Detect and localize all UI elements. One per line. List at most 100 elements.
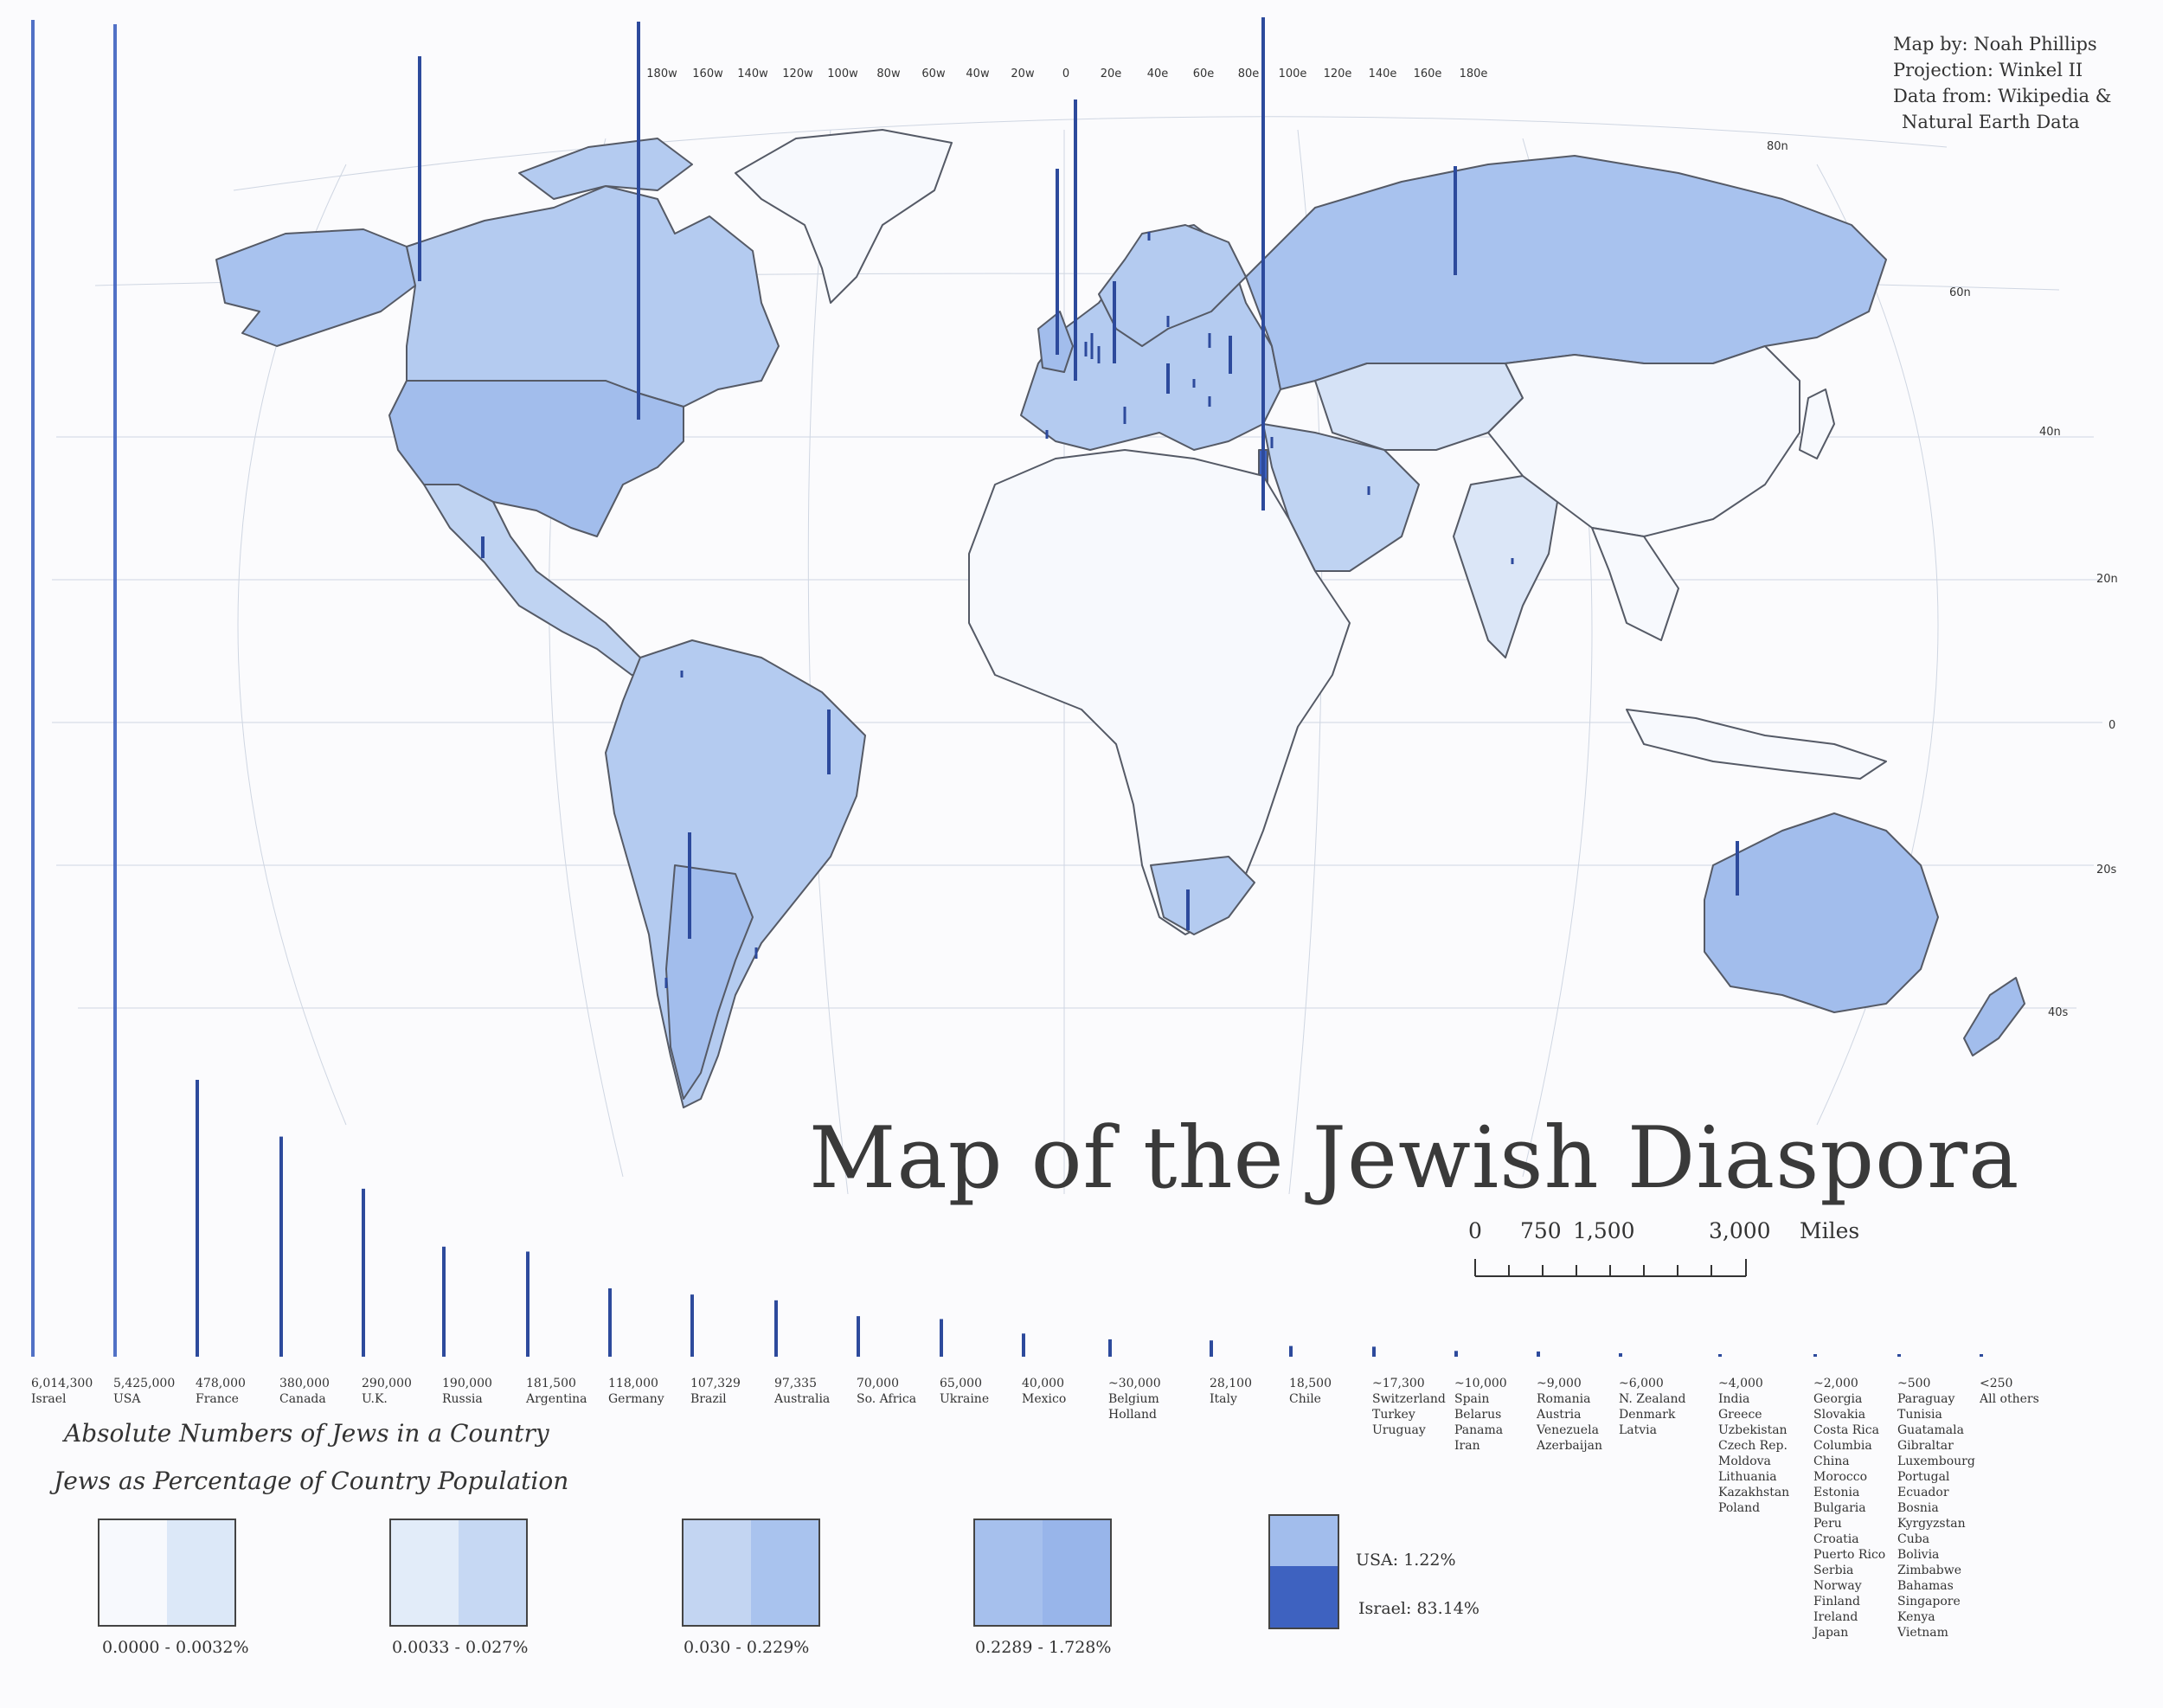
- longitude-label: 120e: [1323, 67, 1352, 80]
- map-spike-3: [1056, 169, 1059, 355]
- bar-country: Panama: [1454, 1423, 1504, 1437]
- arctic-islands-shape: [518, 138, 693, 200]
- bar-label-20: ~4,000 India Greece Uzbekistan Czech Rep. Mol…: [1718, 1376, 1789, 1516]
- credit-projection: Projection: Winkel II: [1893, 60, 2083, 80]
- map-spike-22: [1270, 437, 1274, 448]
- bar-count: ~9,000: [1537, 1377, 1582, 1390]
- scale-bar: [1474, 1259, 1747, 1277]
- bar-country: Greece: [1718, 1408, 1762, 1422]
- bar-count: ~10,000: [1454, 1377, 1507, 1390]
- bar-country: Japan: [1813, 1626, 1849, 1640]
- map-spike-13: [1166, 363, 1170, 394]
- scale-tick-0: 0: [1468, 1218, 1482, 1243]
- map-spike-5: [1454, 166, 1457, 275]
- absolute-numbers-heading: Absolute Numbers of Jews in a Country: [64, 1419, 549, 1448]
- legend-bar-22: [1897, 1354, 1901, 1357]
- legend-bar-11: [940, 1319, 943, 1357]
- bar-country: Norway: [1813, 1579, 1862, 1593]
- map-spike-27: [1511, 558, 1514, 564]
- bar-count: ~30,000: [1108, 1377, 1161, 1390]
- legend-class-2-swatch: [389, 1519, 528, 1627]
- bar-label-14: 28,100 Italy: [1210, 1376, 1252, 1407]
- latitude-label: 60n: [1949, 286, 1971, 299]
- legend-class-3-swatch: [682, 1519, 820, 1627]
- longitude-label: 80w: [876, 67, 901, 80]
- bar-count: 290,000: [362, 1377, 412, 1390]
- legend-class-3-label: 0.030 - 0.229%: [684, 1638, 810, 1657]
- scale-tick-3000: 3,000: [1709, 1218, 1771, 1243]
- bar-label-17: ~10,000 Spain Belarus Panama Iran: [1454, 1376, 1507, 1454]
- legend-bar-21: [1813, 1354, 1817, 1357]
- example-swatch: [1268, 1514, 1339, 1629]
- bar-country: Finland: [1813, 1595, 1861, 1608]
- swatch-3-right: [751, 1520, 818, 1625]
- bar-country: Portugal: [1897, 1470, 1950, 1484]
- map-spike-21: [754, 947, 758, 959]
- bar-country: Vietnam: [1897, 1626, 1948, 1640]
- legend-bar-8: [690, 1294, 694, 1357]
- bar-country: Spain: [1454, 1392, 1490, 1406]
- bar-count: ~6,000: [1619, 1377, 1664, 1390]
- longitude-label: 160e: [1413, 67, 1442, 80]
- bar-country: Latvia: [1619, 1423, 1658, 1437]
- legend-class-1-label: 0.0000 - 0.0032%: [102, 1638, 249, 1657]
- longitude-label: 100w: [827, 67, 858, 80]
- bar-label-22: ~500 Paraguay Tunisia Guatamala Gibraltar Lux…: [1897, 1376, 1975, 1641]
- map-spike-26: [1208, 396, 1211, 407]
- longitude-label: 80e: [1237, 67, 1260, 80]
- latitude-label: 20s: [2096, 864, 2117, 876]
- israel-example-label: Israel: 83.14%: [1358, 1599, 1479, 1618]
- longitude-label: 140e: [1368, 67, 1397, 80]
- bar-label-8: 107,329 Brazil: [690, 1376, 741, 1407]
- longitude-label: 20e: [1100, 67, 1122, 80]
- bar-label-15: 18,500 Chile: [1289, 1376, 1332, 1407]
- russia-shape: [1245, 155, 1887, 390]
- bar-label-21: ~2,000 Georgia Slovakia Costa Rica Columbia C…: [1813, 1376, 1885, 1641]
- swatch-4-left: [975, 1520, 1043, 1625]
- bar-country: Slovakia: [1813, 1408, 1866, 1422]
- legend-bar-1: [113, 24, 117, 1357]
- swatch-2-right: [459, 1520, 526, 1625]
- bar-country: So. Africa: [857, 1392, 917, 1406]
- latitude-label: 20n: [2096, 573, 2118, 586]
- legend-bar-4: [362, 1188, 365, 1357]
- longitude-label: 100e: [1278, 67, 1307, 80]
- bar-country: Switzerland: [1372, 1392, 1446, 1406]
- swatch-1-right: [167, 1520, 234, 1625]
- bar-label-0: 6,014,300 Israel: [31, 1376, 93, 1407]
- bar-country: Belarus: [1454, 1408, 1502, 1422]
- legend-class-2-label: 0.0033 - 0.027%: [392, 1638, 529, 1657]
- china-shape: [1487, 345, 1800, 537]
- legend-bar-16: [1372, 1346, 1376, 1357]
- latitude-label: 80n: [1767, 140, 1788, 153]
- bar-country: Uruguay: [1372, 1423, 1426, 1437]
- bar-country: Iran: [1454, 1439, 1480, 1453]
- bar-country: Bosnia: [1897, 1501, 1939, 1515]
- bar-country: N. Zealand: [1619, 1392, 1686, 1406]
- legend-population-bars: [31, 20, 1983, 1357]
- bar-count: 181,500: [526, 1377, 576, 1390]
- map-spike-20: [664, 978, 668, 988]
- legend-bar-18: [1537, 1351, 1540, 1357]
- bar-country: Paraguay: [1897, 1392, 1955, 1406]
- map-spike-9: [1229, 336, 1232, 374]
- percentage-heading: Jews as Percentage of Country Population: [54, 1467, 569, 1495]
- bar-country: Kenya: [1897, 1610, 1935, 1624]
- bar-label-6: 181,500 Argentina: [526, 1376, 587, 1407]
- australia-shape: [1704, 812, 1939, 1013]
- bar-count: 70,000: [857, 1377, 899, 1390]
- bar-country: All others: [1980, 1392, 2039, 1406]
- bar-country: Luxembourg: [1897, 1454, 1975, 1468]
- bar-count: ~4,000: [1718, 1377, 1763, 1390]
- bar-label-18: ~9,000 Romania Austria Venezuela Azerbaijan: [1537, 1376, 1602, 1454]
- bar-country: Canada: [279, 1392, 326, 1406]
- map-spike-12: [481, 536, 485, 558]
- bar-count: 5,425,000: [113, 1377, 176, 1390]
- swatch-3-left: [684, 1520, 751, 1625]
- bar-country: Guatamala: [1897, 1423, 1964, 1437]
- map-spike-19: [1123, 407, 1126, 424]
- bar-count: ~17,300: [1372, 1377, 1425, 1390]
- latitude-label: 0: [2108, 719, 2116, 732]
- bar-country: Mexico: [1022, 1392, 1067, 1406]
